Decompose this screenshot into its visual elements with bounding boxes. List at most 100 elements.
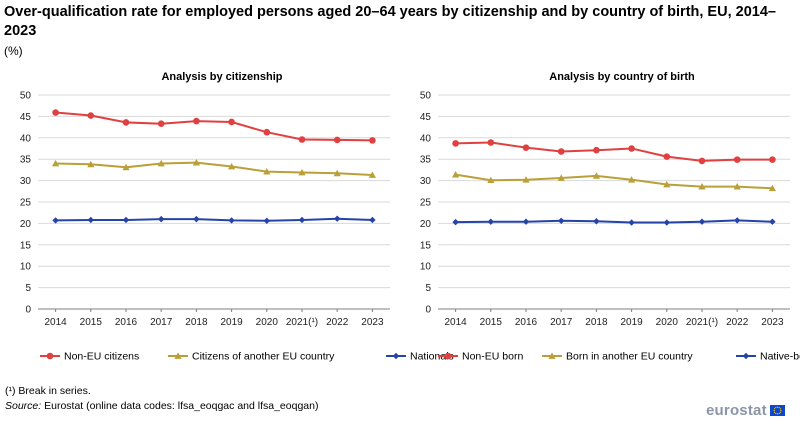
data-point <box>52 109 59 116</box>
data-point <box>228 118 235 126</box>
footnote-break: (¹) Break in series. <box>5 385 91 397</box>
legend-label-1: Non-EU citizens <box>64 351 139 363</box>
data-point <box>733 156 741 163</box>
y-tick-label: 5 <box>25 283 31 294</box>
x-tick-label: 2016 <box>115 317 138 328</box>
data-point <box>628 176 636 183</box>
data-point <box>452 140 459 147</box>
flag-star <box>773 407 775 409</box>
x-tick-label: 2015 <box>80 317 103 328</box>
x-tick-label: 2020 <box>256 317 279 328</box>
data-point <box>628 219 635 226</box>
footnote-source: Source: Eurostat (online data codes: lfs… <box>5 400 318 412</box>
x-tick-label: 2023 <box>761 317 784 328</box>
x-tick-label: 2016 <box>515 317 538 328</box>
y-tick-label: 0 <box>425 305 431 316</box>
y-tick-label: 45 <box>20 112 32 123</box>
data-point <box>733 182 741 190</box>
data-point <box>734 217 741 224</box>
data-point <box>769 218 776 225</box>
flag-star <box>778 412 780 414</box>
x-tick-label: 2017 <box>150 317 173 328</box>
data-point <box>87 216 94 224</box>
chart-title: Analysis by country of birth <box>549 71 695 83</box>
legend-marker <box>548 352 556 359</box>
y-tick-label: 20 <box>20 219 32 230</box>
y-tick-label: 30 <box>20 176 32 187</box>
data-point <box>368 171 376 178</box>
series-line-1 <box>455 141 773 162</box>
data-point <box>487 139 495 146</box>
data-point <box>122 119 130 126</box>
eu-flag-icon <box>769 404 785 416</box>
eurostat-logo-text: eurostat <box>706 401 767 419</box>
data-point <box>298 136 306 143</box>
y-tick-label: 40 <box>20 133 32 144</box>
chart-country-of-birth: Analysis by country of birth 0 5 10 15 20 25 30… <box>400 64 800 364</box>
data-point <box>452 171 460 178</box>
source-label: Source: <box>5 400 42 412</box>
unit-label: (%) <box>4 44 23 58</box>
data-point <box>452 218 459 226</box>
data-point <box>157 159 165 167</box>
x-tick-label: 2017 <box>550 317 573 328</box>
legend-marker <box>46 352 54 360</box>
legend-label-3: Nationals <box>410 351 454 363</box>
page-title: Over-qualification rate for employed per… <box>4 4 776 39</box>
x-tick-label: 2023 <box>361 317 384 328</box>
series-line-1 <box>55 111 373 142</box>
flag-star <box>778 406 780 408</box>
y-tick-label: 10 <box>420 262 432 273</box>
flag-star <box>780 409 782 411</box>
chart-citizenship: Analysis by citizenship 0 5 10 15 20 25 30 35 40 4… <box>0 64 454 364</box>
data-point <box>522 176 530 183</box>
data-point <box>52 217 59 224</box>
data-point <box>698 157 706 165</box>
data-point <box>122 216 130 224</box>
y-tick-label: 40 <box>420 133 432 144</box>
data-point <box>157 120 165 127</box>
data-point <box>487 218 494 225</box>
data-point <box>192 159 200 166</box>
data-point <box>769 156 776 163</box>
data-point <box>663 219 670 226</box>
flag-star <box>776 412 778 414</box>
data-point <box>228 162 236 170</box>
chart-title: Analysis by citizenship <box>161 71 282 83</box>
data-point <box>87 160 95 168</box>
source-text: Eurostat (online data codes: lfsa_eoqgac… <box>41 400 319 412</box>
data-point <box>52 159 60 167</box>
legend-marker <box>174 352 182 359</box>
flag-star <box>779 411 781 413</box>
y-tick-label: 25 <box>420 198 432 209</box>
x-tick-label: 2021(¹) <box>286 317 318 328</box>
data-point <box>663 153 671 160</box>
y-tick-label: 25 <box>20 198 32 209</box>
flag-star <box>773 411 775 413</box>
data-point <box>698 182 706 190</box>
data-point <box>369 137 376 144</box>
legend-label-3: Native-born <box>760 351 800 363</box>
legend-label-2: Citizens of another EU country <box>192 351 335 363</box>
x-tick-label: 2019 <box>620 317 643 328</box>
series-line-2 <box>55 161 373 176</box>
x-tick-label: 2022 <box>326 317 349 328</box>
data-point <box>87 112 95 119</box>
x-tick-label: 2021(¹) <box>686 317 718 328</box>
data-point <box>228 217 235 224</box>
data-point <box>263 217 270 225</box>
flag-star <box>773 409 775 411</box>
x-tick-label: 2018 <box>185 317 208 328</box>
y-tick-label: 5 <box>425 283 431 294</box>
data-point <box>193 117 200 125</box>
series-line-2 <box>455 173 773 190</box>
data-point <box>663 180 671 188</box>
legend-label-1: Non-EU born <box>462 351 523 363</box>
chart-country-of-birth-svg: Analysis by country of birth 0 5 10 15 20 25 30… <box>420 71 800 363</box>
data-point <box>557 174 565 181</box>
data-point <box>557 148 565 155</box>
x-tick-label: 2014 <box>444 317 467 328</box>
data-point <box>593 146 600 154</box>
y-tick-label: 15 <box>420 240 432 251</box>
y-tick-label: 45 <box>420 112 432 123</box>
